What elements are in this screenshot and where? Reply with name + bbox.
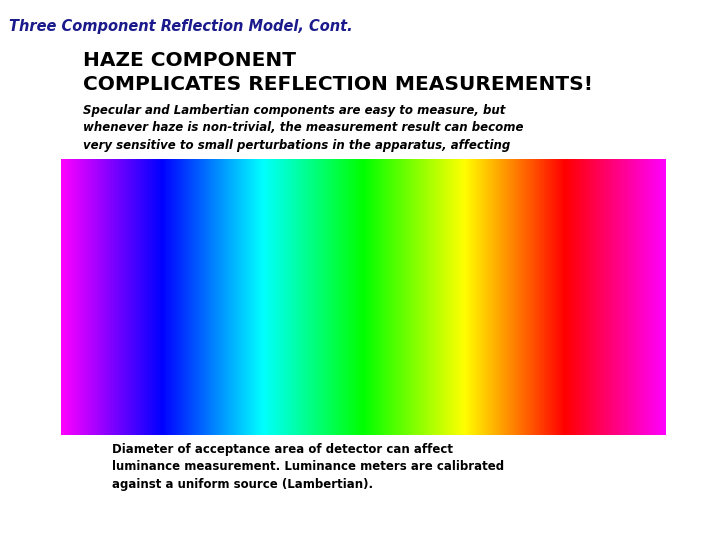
Text: COMPLICATES REFLECTION MEASUREMENTS!: COMPLICATES REFLECTION MEASUREMENTS!	[83, 75, 593, 93]
Text: Diameter of acceptance area of detector can affect
luminance measurement. Lumina: Diameter of acceptance area of detector …	[112, 443, 504, 491]
Text: Three Component Reflection Model, Cont.: Three Component Reflection Model, Cont.	[9, 19, 353, 34]
Text: HAZE COMPONENT: HAZE COMPONENT	[83, 51, 296, 70]
Text: Specular and Lambertian components are easy to measure, but
whenever haze is non: Specular and Lambertian components are e…	[83, 104, 523, 152]
